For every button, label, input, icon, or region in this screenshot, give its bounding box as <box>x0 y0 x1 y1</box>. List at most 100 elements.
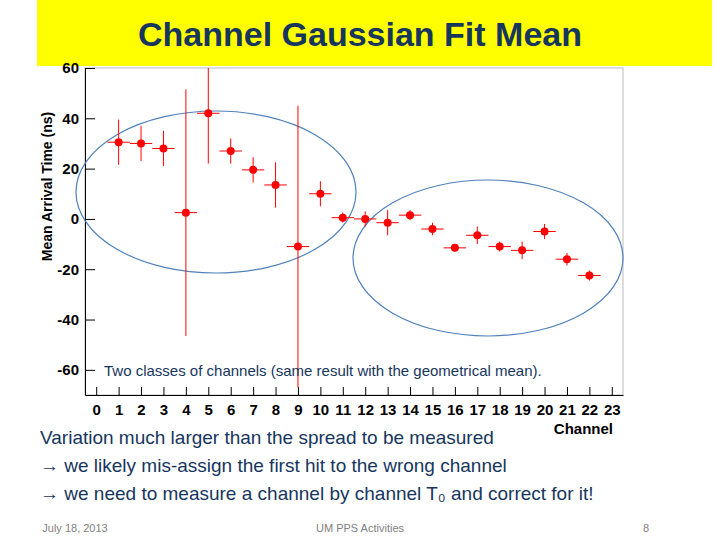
x-tick-label: 13 <box>380 401 397 418</box>
x-tick-label: 11 <box>335 401 351 418</box>
y-tick: 60 <box>62 59 95 76</box>
y-tick-label: 20 <box>62 160 79 177</box>
data-point-group <box>376 210 398 235</box>
data-point-group <box>264 162 286 207</box>
x-tick-mark <box>119 387 120 395</box>
x-tick-label: 5 <box>205 401 213 418</box>
x-tick-mark <box>186 387 187 395</box>
data-point-group <box>130 126 152 161</box>
data-point <box>294 243 302 251</box>
data-point-group <box>399 210 421 220</box>
y-tick-mark <box>85 118 95 119</box>
x-tick-label: 15 <box>425 401 442 418</box>
x-tick-mark <box>455 387 456 395</box>
x-tick: 19 <box>514 387 531 418</box>
x-tick-label: 14 <box>402 401 419 418</box>
x-tick-mark <box>432 387 433 395</box>
x-tick: 11 <box>335 387 351 418</box>
data-point-group <box>175 89 197 336</box>
data-point <box>272 181 280 189</box>
data-point <box>137 139 145 147</box>
data-point-group <box>533 224 555 239</box>
x-tick: 2 <box>137 387 145 418</box>
x-tick: 22 <box>582 387 599 418</box>
y-tick-mark <box>85 370 95 371</box>
x-tick-label: 4 <box>182 401 191 418</box>
body-text: → we likely mis-assign the first hit to … <box>40 455 507 476</box>
x-tick-label: 18 <box>492 401 509 418</box>
data-point-group <box>309 181 331 206</box>
x-tick: 4 <box>182 387 191 418</box>
data-point <box>115 138 123 146</box>
footer-center: UM PPS Activities <box>316 522 405 534</box>
x-tick-label: 16 <box>447 401 464 418</box>
x-tick-mark <box>96 387 97 395</box>
slide: Channel Gaussian Fit Mean012345678910111… <box>0 0 720 540</box>
data-point-group <box>556 253 578 266</box>
data-layer <box>107 68 600 387</box>
x-tick: 14 <box>402 387 419 418</box>
x-tick-mark <box>500 387 501 395</box>
x-tick-mark <box>163 387 164 395</box>
body-text: → we need to measure a channel by channe… <box>40 483 594 504</box>
data-point <box>518 246 526 254</box>
y-tick: 40 <box>62 110 95 127</box>
y-tick-mark <box>85 320 95 321</box>
data-point <box>204 109 212 117</box>
data-point-group <box>421 223 443 236</box>
x-tick: 7 <box>249 387 257 418</box>
x-tick: 3 <box>160 387 168 418</box>
y-tick: 0 <box>71 210 95 227</box>
data-point <box>541 228 549 236</box>
y-tick: -60 <box>57 361 95 378</box>
data-point <box>316 190 324 198</box>
data-point-group <box>332 213 354 223</box>
x-tick-mark <box>320 387 321 395</box>
x-tick-label: 8 <box>272 401 280 418</box>
x-tick-mark <box>253 387 254 395</box>
annotation: Two classes of channels (same result wit… <box>104 362 542 379</box>
x-tick-label: 22 <box>582 401 599 418</box>
title: Channel Gaussian Fit Mean <box>138 15 582 53</box>
x-tick: 8 <box>272 387 280 418</box>
x-tick-label: 19 <box>514 401 531 418</box>
y-tick-mark <box>85 269 95 270</box>
data-point <box>361 215 369 223</box>
x-tick-mark <box>141 387 142 395</box>
x-tick: 17 <box>469 387 486 418</box>
y-tick-label: 40 <box>62 110 79 127</box>
data-point-group <box>197 68 219 164</box>
data-point <box>406 211 414 219</box>
footer-page: 8 <box>643 522 649 534</box>
x-tick-mark <box>388 387 389 395</box>
title-banner <box>37 0 712 66</box>
data-point <box>159 144 167 152</box>
data-point-group <box>354 211 376 226</box>
y-tick: -20 <box>57 261 95 278</box>
data-point-group <box>489 242 511 252</box>
x-tick: 1 <box>115 387 123 418</box>
x-tick-mark <box>612 387 613 395</box>
x-tick: 10 <box>313 387 330 418</box>
x-tick: 0 <box>93 387 101 418</box>
x-tick-label: 10 <box>313 401 330 418</box>
x-axis: 01234567891011121314151617181920212223 <box>86 387 624 418</box>
y-tick-label: -20 <box>57 261 79 278</box>
x-tick-label: 2 <box>137 401 145 418</box>
x-tick-label: 20 <box>537 401 554 418</box>
data-point-group <box>220 138 242 163</box>
x-tick-label: 21 <box>559 401 576 418</box>
data-point <box>249 166 257 174</box>
data-point-group <box>444 244 466 252</box>
x-tick-mark <box>410 387 411 395</box>
x-tick: 23 <box>604 387 621 418</box>
y-axis-title: Mean Arrival Time (ns) <box>39 112 55 261</box>
plot-frame <box>85 68 623 395</box>
data-point-group <box>242 157 264 182</box>
x-tick-label: 17 <box>469 401 486 418</box>
x-tick-label: 0 <box>93 401 101 418</box>
x-tick-label: 23 <box>604 401 621 418</box>
x-tick: 15 <box>425 387 442 418</box>
x-axis-title: Channel <box>554 420 613 437</box>
x-tick-label: 1 <box>115 401 123 418</box>
